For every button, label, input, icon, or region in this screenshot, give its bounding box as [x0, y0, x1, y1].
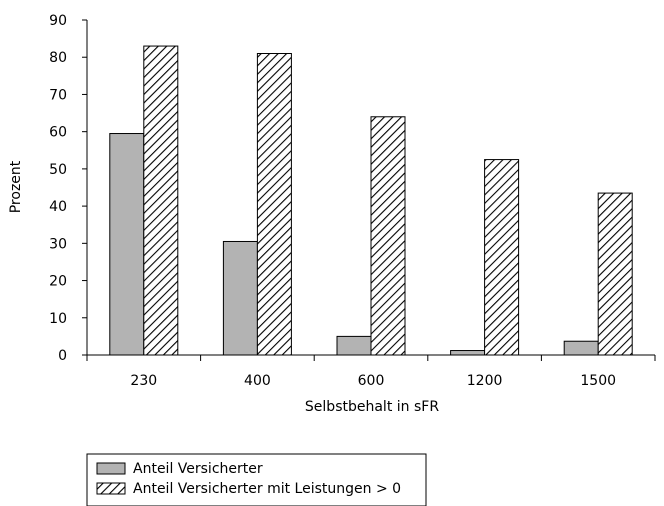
- bar-anteil-mit-leistungen-400: [256, 53, 292, 356]
- bars: [109, 45, 633, 356]
- x-tick-label: 1200: [467, 373, 503, 389]
- bar-anteil-versicherter-600: [336, 335, 372, 356]
- x-tick-label: 400: [244, 373, 271, 389]
- bar-anteil-mit-leistungen-600: [370, 116, 406, 356]
- y-tick-label: 80: [49, 50, 67, 66]
- x-tick-label: 1500: [580, 373, 616, 389]
- x-axis: 230 400 600 1200 1500: [86, 354, 656, 389]
- x-axis-label: Selbstbehalt in sFR: [305, 399, 439, 415]
- y-tick-label: 50: [49, 162, 67, 178]
- y-axis: 0 10 20 30 40 50 60 70 80 90: [49, 13, 88, 364]
- y-tick-label: 40: [49, 199, 67, 215]
- legend-label-anteil-versicherter: Anteil Versicherter: [133, 461, 263, 477]
- bar-anteil-versicherter-1500: [563, 340, 599, 356]
- y-tick-label: 10: [49, 311, 67, 327]
- y-tick-label: 90: [49, 13, 67, 29]
- legend-swatch-anteil-versicherter: [96, 462, 126, 475]
- legend-box: [86, 453, 427, 506]
- y-tick-label: 60: [49, 125, 67, 141]
- legend-swatch-anteil-mit-leistungen: [96, 482, 126, 495]
- bar-anteil-versicherter-230: [109, 133, 145, 356]
- bar-anteil-versicherter-1200: [450, 350, 486, 356]
- x-tick-label: 230: [130, 373, 157, 389]
- y-tick-label: 70: [49, 87, 67, 103]
- legend-label-anteil-mit-leistungen: Anteil Versicherter mit Leistungen > 0: [133, 481, 401, 497]
- y-tick-label: 20: [49, 274, 67, 290]
- legend: Anteil Versicherter Anteil Versicherter …: [86, 453, 427, 506]
- y-tick-label: 0: [58, 348, 67, 364]
- y-axis-label: Prozent: [8, 160, 24, 213]
- bar-anteil-mit-leistungen-230: [143, 45, 179, 356]
- bar-anteil-versicherter-400: [222, 240, 258, 356]
- y-tick-label: 30: [49, 236, 67, 252]
- bar-anteil-mit-leistungen-1200: [484, 159, 520, 356]
- bar-anteil-mit-leistungen-1500: [597, 192, 633, 356]
- x-tick-label: 600: [358, 373, 385, 389]
